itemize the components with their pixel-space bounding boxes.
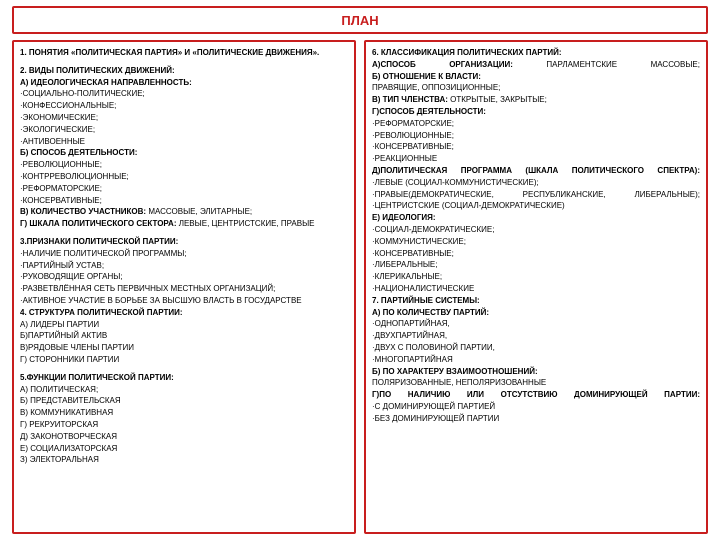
item: ·РЕФОРМАТОРСКИЕ; — [372, 119, 700, 130]
item: ·КОНСЕРВАТИВНЫЕ; — [372, 249, 700, 260]
item: ·АНТИВОЕННЫЕ — [20, 137, 348, 148]
item: З) ЭЛЕКТОРАЛЬНАЯ — [20, 455, 348, 466]
heading-6b: Б) ОТНОШЕНИЕ К ВЛАСТИ: — [372, 72, 700, 83]
item: Б) ПРЕДСТАВИТЕЛЬСКАЯ — [20, 396, 348, 407]
left-column: 1. ПОНЯТИЯ «ПОЛИТИЧЕСКАЯ ПАРТИЯ» И «ПОЛИ… — [12, 40, 356, 534]
item: ·АКТИВНОЕ УЧАСТИЕ В БОРЬБЕ ЗА ВЫСШУЮ ВЛА… — [20, 296, 348, 307]
item: ·СОЦИАЛЬНО-ПОЛИТИЧЕСКИЕ; — [20, 89, 348, 100]
heading-6c: В) ТИП ЧЛЕНСТВА: — [372, 95, 448, 104]
text-2d: ЛЕВЫЕ, ЦЕНТРИСТСКИЕ, ПРАВЫЕ — [177, 219, 315, 228]
item: ·ДВУХ С ПОЛОВИНОЙ ПАРТИИ, — [372, 343, 700, 354]
item: ·СОЦИАЛ-ДЕМОКРАТИЧЕСКИЕ; — [372, 225, 700, 236]
item: ·ПРАВЫЕ(ДЕМОКРАТИЧЕСКИЕ, РЕСПУБЛИКАНСКИЕ… — [372, 190, 700, 201]
heading-2a: А) ИДЕОЛОГИЧЕСКАЯ НАПРАВЛЕННОСТЬ: — [20, 78, 348, 89]
heading-3: 3.ПРИЗНАКИ ПОЛИТИЧЕСКОЙ ПАРТИИ: — [20, 237, 348, 248]
item: ·ЦЕНТРИСТСКИЕ (СОЦИАЛ-ДЕМОКРАТИЧЕСКИЕ) — [372, 201, 700, 212]
item: ·ЭКОЛОГИЧЕСКИЕ; — [20, 125, 348, 136]
item: ·ОДНОПАРТИЙНАЯ, — [372, 319, 700, 330]
item: ·ДВУХПАРТИЙНАЯ, — [372, 331, 700, 342]
item: ·КОНФЕССИОНАЛЬНЫЕ; — [20, 101, 348, 112]
heading-1: 1. ПОНЯТИЯ «ПОЛИТИЧЕСКАЯ ПАРТИЯ» И «ПОЛИ… — [20, 48, 348, 59]
heading-6a: А)СПОСОБ ОРГАНИЗАЦИИ: — [372, 60, 513, 69]
item: ·ПАРТИЙНЫЙ УСТАВ; — [20, 261, 348, 272]
text-6a: ПАРЛАМЕНТСКИЕ МАССОВЫЕ; — [546, 60, 700, 69]
item: ·РУКОВОДЯЩИЕ ОРГАНЫ; — [20, 272, 348, 283]
heading-6: 6. КЛАССИФИКАЦИЯ ПОЛИТИЧЕСКИХ ПАРТИЙ: — [372, 48, 700, 59]
heading-6e: Д)ПОЛИТИЧЕСКАЯ ПРОГРАММА (ШКАЛА ПОЛИТИЧЕ… — [372, 166, 700, 177]
heading-4: 4. СТРУКТУРА ПОЛИТИЧЕСКОЙ ПАРТИИ: — [20, 308, 348, 319]
heading-6d: Г)СПОСОБ ДЕЯТЕЛЬНОСТИ: — [372, 107, 700, 118]
item: ·БЕЗ ДОМИНИРУЮЩЕЙ ПАРТИИ — [372, 414, 700, 425]
item: ·КОНСЕРВАТИВНЫЕ; — [372, 142, 700, 153]
heading-2: 2. ВИДЫ ПОЛИТИЧЕСКИХ ДВИЖЕНИЙ: — [20, 66, 348, 77]
heading-2d: Г) ШКАЛА ПОЛИТИЧЕСКОГО СЕКТОРА: — [20, 219, 177, 228]
item: А) ЛИДЕРЫ ПАРТИИ — [20, 320, 348, 331]
item: ·ЭКОНОМИЧЕСКИЕ; — [20, 113, 348, 124]
item: Д) ЗАКОНОТВОРЧЕСКАЯ — [20, 432, 348, 443]
heading-5: 5.ФУНКЦИИ ПОЛИТИЧЕСКОЙ ПАРТИИ: — [20, 373, 348, 384]
heading-6f: Е) ИДЕОЛОГИЯ: — [372, 213, 700, 224]
item: Б)ПАРТИЙНЫЙ АКТИВ — [20, 331, 348, 342]
item: ·КЛЕРИКАЛЬНЫЕ; — [372, 272, 700, 283]
item: ·ЛИБЕРАЛЬНЫЕ; — [372, 260, 700, 271]
line-2d: Г) ШКАЛА ПОЛИТИЧЕСКОГО СЕКТОРА: ЛЕВЫЕ, Ц… — [20, 219, 348, 230]
item: А) ПОЛИТИЧЕСКАЯ; — [20, 385, 348, 396]
item: ·РЕВОЛЮЦИОННЫЕ; — [20, 160, 348, 171]
heading-2c: В) КОЛИЧЕСТВО УЧАСТНИКОВ: — [20, 207, 146, 216]
right-column: 6. КЛАССИФИКАЦИЯ ПОЛИТИЧЕСКИХ ПАРТИЙ: А)… — [364, 40, 708, 534]
item: ·РАЗВЕТВЛЁННАЯ СЕТЬ ПЕРВИЧНЫХ МЕСТНЫХ ОР… — [20, 284, 348, 295]
line-6a: А)СПОСОБ ОРГАНИЗАЦИИ: ПАРЛАМЕНТСКИЕ МАСС… — [372, 60, 700, 71]
heading-7b: Б) ПО ХАРАКТЕРУ ВЗАИМООТНОШЕНИЙ: — [372, 367, 700, 378]
line-2c: В) КОЛИЧЕСТВО УЧАСТНИКОВ: МАССОВЫЕ, ЭЛИТ… — [20, 207, 348, 218]
heading-2b: Б) СПОСОБ ДЕЯТЕЛЬНОСТИ: — [20, 148, 348, 159]
heading-7c: Г)ПО НАЛИЧИЮ ИЛИ ОТСУТСТВИЮ ДОМИНИРУЮЩЕЙ… — [372, 390, 700, 401]
item: ·НАЦИОНАЛИСТИЧЕСКИЕ — [372, 284, 700, 295]
item: ·РЕВОЛЮЦИОННЫЕ; — [372, 131, 700, 142]
item: В)РЯДОВЫЕ ЧЛЕНЫ ПАРТИИ — [20, 343, 348, 354]
item: ·С ДОМИНИРУЮЩЕЙ ПАРТИЕЙ — [372, 402, 700, 413]
item: ·МНОГОПАРТИЙНАЯ — [372, 355, 700, 366]
heading-7a: А) ПО КОЛИЧЕСТВУ ПАРТИЙ: — [372, 308, 700, 319]
title-band: ПЛАН — [12, 6, 708, 34]
line-6c: В) ТИП ЧЛЕНСТВА: ОТКРЫТЫЕ, ЗАКРЫТЫЕ; — [372, 95, 700, 106]
item: Е) СОЦИАЛИЗАТОРСКАЯ — [20, 444, 348, 455]
item: ·РЕФОРМАТОРСКИЕ; — [20, 184, 348, 195]
columns: 1. ПОНЯТИЯ «ПОЛИТИЧЕСКАЯ ПАРТИЯ» И «ПОЛИ… — [12, 40, 708, 534]
item: В) КОММУНИКАТИВНАЯ — [20, 408, 348, 419]
heading-7: 7. ПАРТИЙНЫЕ СИСТЕМЫ: — [372, 296, 700, 307]
text-6c: ОТКРЫТЫЕ, ЗАКРЫТЫЕ; — [448, 95, 547, 104]
item: ПРАВЯЩИЕ, ОППОЗИЦИОННЫЕ; — [372, 83, 700, 94]
item: ·РЕАКЦИОННЫЕ — [372, 154, 700, 165]
item: ·КОНТРРЕВОЛЮЦИОННЫЕ; — [20, 172, 348, 183]
item: Г) СТОРОННИКИ ПАРТИИ — [20, 355, 348, 366]
item: Г) РЕКРУИТОРСКАЯ — [20, 420, 348, 431]
item: ·НАЛИЧИЕ ПОЛИТИЧЕСКОЙ ПРОГРАММЫ; — [20, 249, 348, 260]
item: ·КОММУНИСТИЧЕСКИЕ; — [372, 237, 700, 248]
item: ·ЛЕВЫЕ (СОЦИАЛ-КОММУНИСТИЧЕСКИЕ); — [372, 178, 700, 189]
text-2c: МАССОВЫЕ, ЭЛИТАРНЫЕ; — [146, 207, 252, 216]
item: ПОЛЯРИЗОВАННЫЕ, НЕПОЛЯРИЗОВАННЫЕ — [372, 378, 700, 389]
item: ·КОНСЕРВАТИВНЫЕ; — [20, 196, 348, 207]
